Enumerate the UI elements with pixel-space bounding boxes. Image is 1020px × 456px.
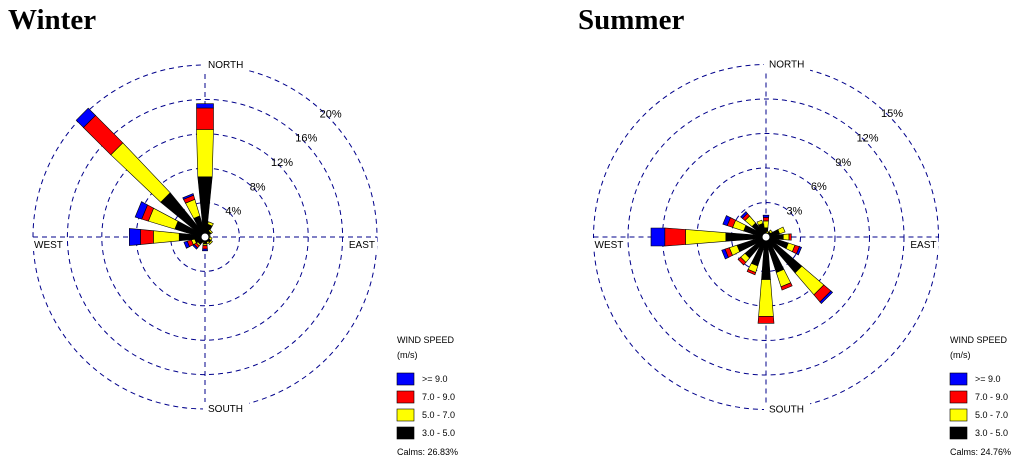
legend-title: WIND SPEED <box>397 335 455 345</box>
north-label-bg <box>764 57 810 72</box>
legend-entry: 3.0 - 5.0 <box>422 428 455 438</box>
petal-e-bin-2 <box>788 233 792 241</box>
summer-wind-rose: 3% 6% 9% 12%15% NORTH SOUTH WEST EAST WIND SPEED… <box>591 57 1011 456</box>
winter-wind-rose: 4% 8% 12%16% 20% NORTH SOUTH WEST EAST WIND SPEE… <box>31 58 458 456</box>
petal-s-bin-3 <box>202 248 208 252</box>
east-label-bg <box>343 238 377 251</box>
legend-swatch <box>949 408 968 422</box>
petal-ssw-bin-2 <box>746 269 757 276</box>
ring-circle <box>101 133 309 341</box>
petal-ese-bin-3 <box>796 246 803 256</box>
west-label: WEST <box>595 240 624 251</box>
legend-swatch <box>396 408 415 422</box>
petal-s-bin-2 <box>757 316 775 324</box>
petal-se-bin-1 <box>208 240 213 245</box>
legend-swatch <box>396 390 415 404</box>
ring-circle <box>170 202 240 272</box>
south-label-bg <box>764 402 810 417</box>
petal-nw-bin-1 <box>110 142 171 203</box>
legend-units: (m/s) <box>397 350 418 360</box>
petal-nnw-bin-1 <box>756 219 764 226</box>
calm-center <box>761 232 771 242</box>
petal-wnw-bin-3 <box>134 201 148 220</box>
ring-label: 3% <box>786 206 802 218</box>
petal-w-bin-3 <box>129 228 141 246</box>
petal-w-bin-1 <box>685 229 727 245</box>
ring-label: 4% <box>225 206 241 218</box>
petal-e-bin-1 <box>782 233 790 241</box>
ring-label: 15% <box>881 108 903 120</box>
legend-calms: Calms: 24.76% <box>950 447 1011 456</box>
petal-nne-bin-1 <box>207 221 214 227</box>
legend-swatch <box>396 372 415 386</box>
ring-label: 16% <box>295 133 317 145</box>
west-label-bg <box>591 238 628 251</box>
legend-title: WIND SPEED <box>950 335 1008 345</box>
calm-center <box>200 232 210 242</box>
petal-sw-bin-3 <box>192 243 199 250</box>
legend-entry: 3.0 - 5.0 <box>975 428 1008 438</box>
petal-s-bin-2 <box>202 245 208 250</box>
south-label: SOUTH <box>769 405 804 416</box>
legend-swatch <box>949 372 968 386</box>
petal-n-bin-2 <box>762 217 770 222</box>
petal-nnw-bin-3 <box>182 193 194 200</box>
petal-n-bin-2 <box>196 107 214 130</box>
petal-nw-bin-3 <box>75 107 96 128</box>
summer-title: Summer <box>578 4 685 36</box>
legend-entry: 5.0 - 7.0 <box>975 410 1008 420</box>
petal-wsw-bin-3 <box>183 240 190 249</box>
south-label-bg <box>203 402 249 416</box>
legend-swatch <box>949 390 968 404</box>
petal-sse-bin-2 <box>780 282 793 291</box>
east-label-bg <box>904 238 939 251</box>
petal-w-bin-3 <box>650 227 666 247</box>
legend-entry: 7.0 - 9.0 <box>422 392 455 402</box>
legend-entry: 5.0 - 7.0 <box>422 410 455 420</box>
north-label-bg <box>203 58 249 72</box>
legend-entry: >= 9.0 <box>422 374 448 384</box>
north-label: NORTH <box>208 60 243 71</box>
ring-label: 6% <box>811 181 827 193</box>
petal-n-bin-1 <box>763 220 769 229</box>
petal-nw-bin-3 <box>740 211 748 219</box>
petal-se-bin-3 <box>819 290 834 305</box>
petal-ene-bin-1 <box>777 226 786 235</box>
ring-label: 12% <box>857 132 879 144</box>
ring-label: 20% <box>320 108 342 120</box>
east-label: EAST <box>349 240 375 251</box>
petal-w-bin-2 <box>140 229 154 245</box>
legend: WIND SPEED (m/s) >= 9.0 7.0 - 9.0 5.0 - 7.0 3… <box>396 335 458 456</box>
east-label: EAST <box>910 240 936 251</box>
petal-n-bin-1 <box>196 129 214 178</box>
west-label: WEST <box>34 240 63 251</box>
legend-entry: 7.0 - 9.0 <box>975 392 1008 402</box>
petal-w-bin-1 <box>153 230 180 244</box>
legend-units: (m/s) <box>950 350 971 360</box>
petal-sw-bin-2 <box>737 256 747 266</box>
petal-wsw-bin-3 <box>721 248 729 260</box>
south-label: SOUTH <box>208 404 243 415</box>
petal-ne-bin-1 <box>208 229 213 234</box>
petal-w-bin-2 <box>664 227 686 247</box>
legend-swatch <box>949 426 968 440</box>
petal-s-bin-1 <box>758 279 774 317</box>
ring-label: 12% <box>271 157 293 169</box>
legend: WIND SPEED (m/s) >= 9.0 7.0 - 9.0 5.0 - 7.0 3… <box>949 335 1011 456</box>
ring-circle <box>135 167 275 307</box>
west-label-bg <box>31 238 67 251</box>
petal-n-bin-3 <box>762 214 770 218</box>
legend-swatch <box>396 426 415 440</box>
ring-label: 8% <box>250 181 266 193</box>
ring-label: 9% <box>835 157 851 169</box>
legend-entry: >= 9.0 <box>975 374 1001 384</box>
petal-n-bin-3 <box>196 103 214 109</box>
north-label: NORTH <box>769 60 804 71</box>
petal-wnw-bin-3 <box>722 215 731 226</box>
legend-calms: Calms: 26.83% <box>397 447 458 456</box>
winter-title: Winter <box>8 4 97 36</box>
